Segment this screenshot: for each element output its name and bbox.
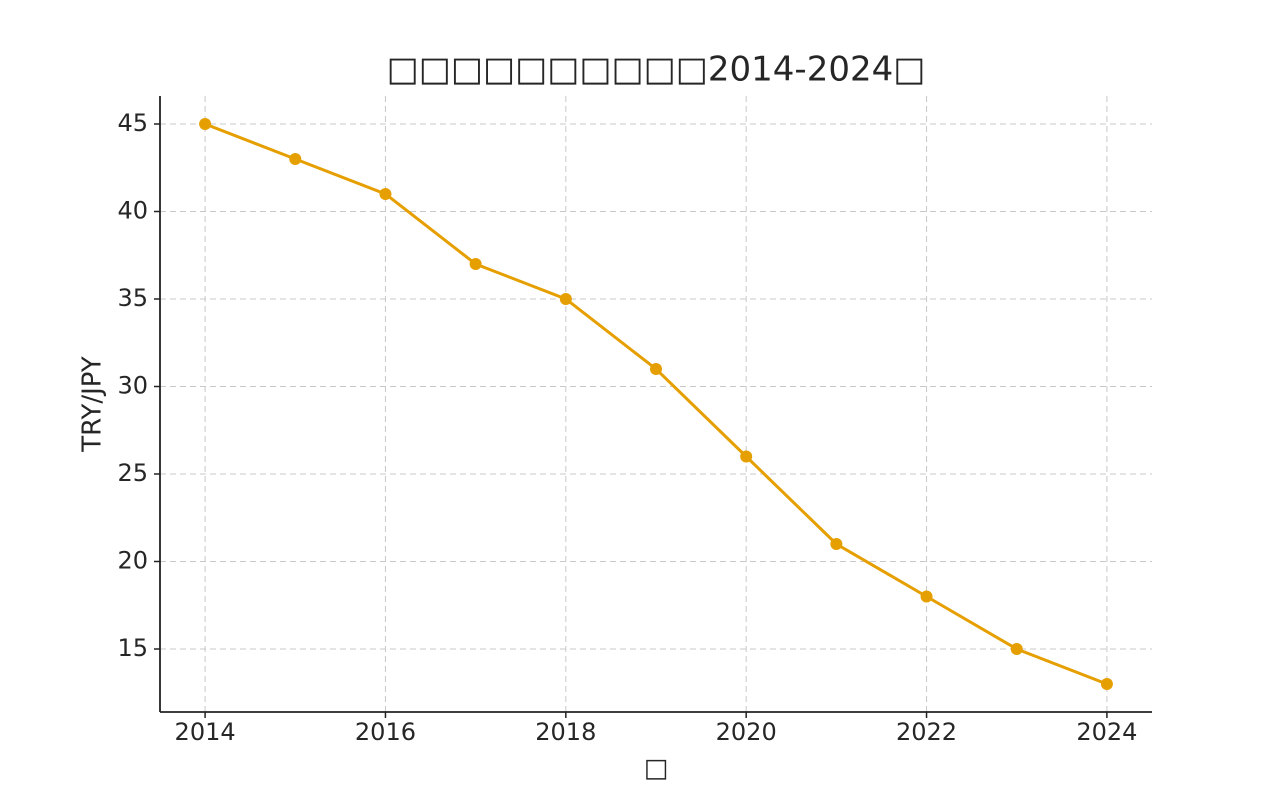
point bbox=[559, 293, 572, 305]
x-axis-label: □ bbox=[644, 754, 669, 784]
point bbox=[289, 153, 302, 165]
point bbox=[199, 118, 212, 130]
point bbox=[379, 188, 392, 200]
point bbox=[1010, 643, 1023, 655]
point bbox=[1100, 678, 1113, 690]
x-tick-label: 2024 bbox=[1076, 718, 1137, 746]
x-tick-label: 2014 bbox=[175, 718, 236, 746]
y-tick-label: 40 bbox=[117, 197, 148, 225]
point bbox=[920, 590, 933, 603]
point bbox=[650, 363, 662, 375]
y-tick-label: 45 bbox=[117, 109, 148, 137]
line bbox=[204, 122, 1108, 686]
y-axis-label: TRY/JPY bbox=[78, 356, 108, 453]
x-tick-label: 2020 bbox=[716, 718, 777, 746]
y-tick-label: 30 bbox=[117, 372, 148, 400]
y-tick-label: 35 bbox=[117, 284, 148, 312]
point bbox=[740, 450, 753, 463]
x-tick-label: 2016 bbox=[355, 718, 416, 746]
x-tick-label: 2018 bbox=[535, 718, 596, 746]
point bbox=[469, 258, 482, 270]
point bbox=[830, 538, 843, 550]
y-tick-label: 20 bbox=[117, 547, 148, 575]
chart-title: □□□□□□□□□□2014-2024□ bbox=[387, 50, 926, 90]
x-tick-label: 2022 bbox=[896, 718, 957, 746]
y-tick-label: 25 bbox=[117, 459, 148, 487]
y-tick-label: 15 bbox=[117, 634, 148, 662]
